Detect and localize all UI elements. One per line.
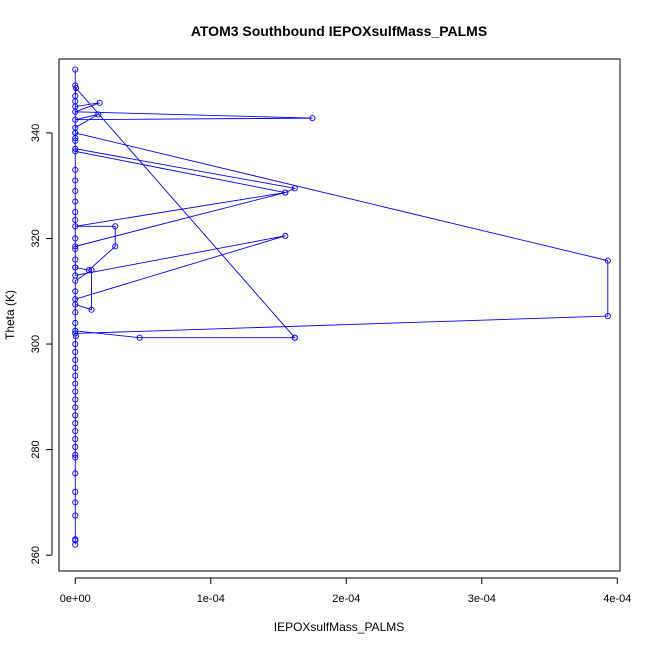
data-point (72, 435, 79, 443)
data-point (112, 223, 119, 230)
data-point (72, 412, 79, 419)
data-point (72, 116, 79, 123)
data-point (72, 187, 79, 195)
data-point (72, 364, 79, 371)
data-point (72, 277, 79, 284)
data-point (72, 356, 79, 363)
data-point (291, 185, 298, 192)
data-point (88, 306, 95, 313)
data-point (72, 470, 79, 477)
series-points (72, 66, 611, 548)
data-point (72, 428, 79, 435)
x-tick-label: 0e+00 (60, 593, 91, 605)
data-point (72, 348, 79, 355)
data-point (72, 288, 79, 295)
data-point (72, 536, 79, 543)
data-point (72, 66, 79, 73)
data-point (72, 301, 79, 308)
data-point (282, 189, 289, 196)
data-point (72, 245, 79, 253)
x-axis-label: IEPOXsulfMass_PALMS (274, 620, 405, 634)
data-point (85, 267, 92, 274)
data-point (72, 82, 79, 89)
data-point (88, 267, 95, 274)
data-point (72, 319, 79, 326)
y-tick-label: 260 (30, 546, 42, 564)
data-point (72, 309, 79, 316)
data-point (72, 512, 79, 519)
data-point (72, 177, 79, 184)
data-point (282, 232, 289, 239)
data-point (72, 454, 79, 461)
x-tick-label: 2e-04 (332, 593, 360, 605)
data-point (72, 216, 79, 224)
data-point (72, 330, 79, 337)
x-tick-label: 4e-04 (603, 593, 631, 605)
data-point (72, 340, 79, 348)
y-axis-label: Theta (K) (3, 290, 17, 340)
data-point (95, 111, 102, 118)
series-line (74, 69, 609, 545)
data-point (604, 313, 611, 320)
data-point (96, 99, 103, 106)
data-point (72, 327, 79, 334)
data-point (72, 145, 79, 152)
data-point (72, 488, 79, 495)
plot-frame (58, 58, 621, 572)
data-point (604, 257, 611, 264)
data-point (72, 372, 79, 379)
y-tick-label: 340 (30, 124, 42, 142)
x-tick-label: 3e-04 (468, 593, 496, 605)
data-point (112, 243, 119, 250)
data-point (291, 334, 298, 341)
data-point (72, 209, 79, 216)
data-point (136, 334, 143, 341)
data-point (72, 223, 79, 230)
x-tick-label: 1e-04 (197, 593, 225, 605)
data-point (72, 148, 79, 155)
y-tick-label: 280 (30, 440, 42, 458)
data-point (72, 235, 79, 242)
data-point (72, 420, 79, 427)
data-point (309, 115, 316, 122)
data-point (72, 396, 79, 403)
data-point (72, 451, 79, 458)
data-point (72, 84, 79, 92)
data-point (72, 264, 79, 271)
y-tick-label: 300 (30, 335, 42, 353)
data-point (72, 380, 79, 387)
data-point (72, 443, 79, 451)
data-point (72, 404, 79, 411)
data-point (72, 166, 79, 173)
y-axis: 260 280 300 320 340 (30, 124, 53, 564)
series-lines (74, 69, 609, 545)
data-point (72, 388, 79, 395)
data-point (72, 243, 79, 250)
data-point (72, 98, 79, 105)
data-point (72, 256, 79, 263)
data-point (72, 108, 79, 115)
x-axis: 0e+00 1e-04 2e-04 3e-04 4e-04 (60, 577, 631, 605)
data-point (72, 499, 79, 506)
y-tick-label: 320 (30, 229, 42, 247)
data-point (72, 135, 79, 142)
chart-title: ATOM3 Southbound IEPOXsulfMass_PALMS (191, 23, 487, 39)
data-point (72, 137, 79, 144)
data-point (72, 198, 79, 205)
